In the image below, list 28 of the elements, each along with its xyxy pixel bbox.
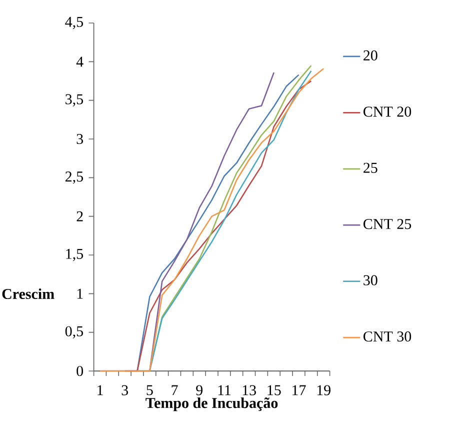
x-axis-title: Tempo de Incubação — [146, 397, 278, 412]
y-tick-label: 4,5 — [65, 16, 84, 30]
y-tick-label: 1,5 — [66, 248, 84, 262]
y-tick-label: 0 — [76, 366, 84, 376]
legend-label: CNT 25 — [364, 219, 412, 230]
x-tick-label: 7 — [172, 385, 178, 396]
y-tick-label: 2,5 — [66, 172, 84, 184]
x-tick-label: 17 — [292, 385, 306, 396]
legend-label: 30 — [364, 275, 378, 286]
legend-label: 20 — [364, 50, 378, 60]
y-tick-label: 2 — [76, 211, 83, 222]
x-tick-label: 11 — [218, 385, 231, 396]
y-tick-label: 4 — [76, 56, 84, 67]
y-axis-title: Crescim — [2, 288, 54, 300]
x-tick-label: 5 — [146, 385, 153, 396]
y-tick-label: 1 — [77, 288, 83, 299]
x-tick-label: 1 — [98, 385, 103, 396]
legend-label: 25 — [364, 162, 378, 173]
x-tick-label: 3 — [122, 385, 128, 396]
x-tick-label: 9 — [196, 385, 203, 396]
legend-label: CNT 20 — [364, 106, 412, 117]
legend-label: CNT 30 — [364, 331, 412, 342]
x-tick-label: 15 — [268, 385, 281, 396]
y-tick-label: 3 — [76, 134, 84, 144]
y-tick-label: 3,5 — [66, 94, 84, 106]
x-tick-label: 13 — [242, 385, 256, 396]
x-tick-label: 19 — [317, 385, 330, 396]
y-tick-label: 0,5 — [65, 326, 84, 338]
